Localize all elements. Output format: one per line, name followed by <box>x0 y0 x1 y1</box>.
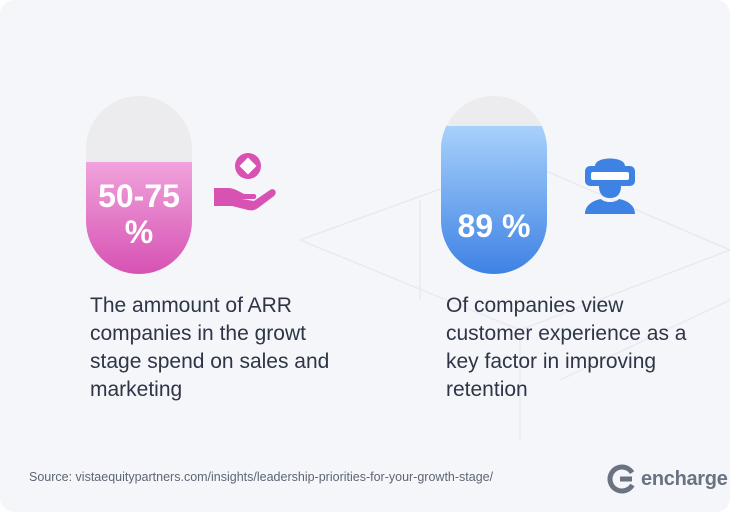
encharge-logo-icon <box>607 464 637 494</box>
stat-pill-retention: 89 % <box>441 96 547 274</box>
stat-pill-sales: 50-75 % <box>86 96 192 274</box>
stat-value-retention: 89 % <box>457 208 531 244</box>
stat-value-sales: 50-75 % <box>98 178 180 250</box>
stat-description-sales: The ammount of ARR companies in the grow… <box>90 294 330 401</box>
vr-headset-icon <box>585 158 635 214</box>
pill-fill-blue <box>441 126 547 274</box>
hand-coin-icon <box>214 153 276 211</box>
encharge-logo: encharge <box>607 463 728 495</box>
brand-name: encharge <box>641 467 728 490</box>
stat-description-retention: Of companies view customer experience as… <box>446 294 687 401</box>
pill-fill-pink <box>86 162 192 274</box>
source-citation: Source: vistaequitypartners.com/insights… <box>29 470 494 484</box>
